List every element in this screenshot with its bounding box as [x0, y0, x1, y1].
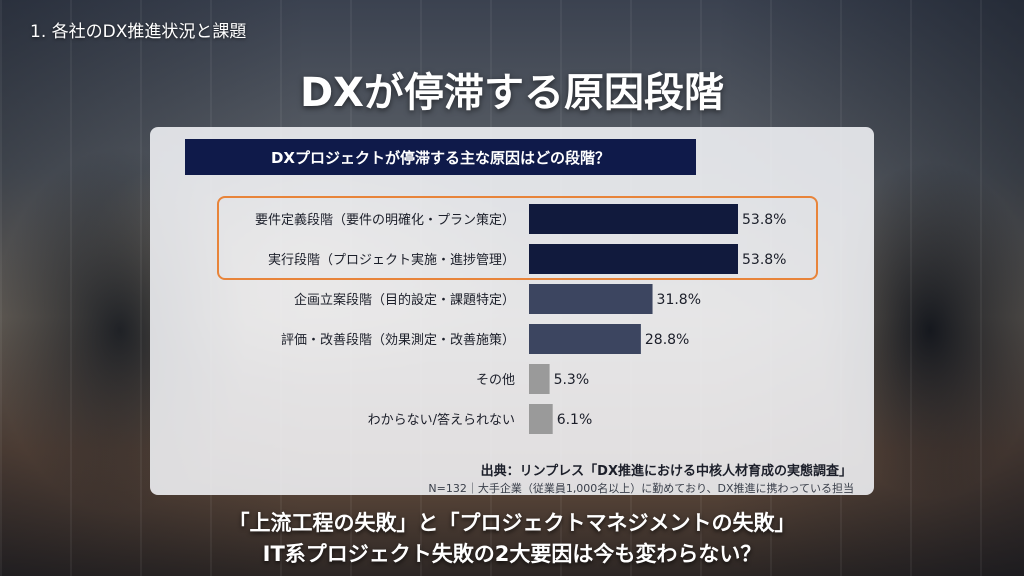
bar	[529, 404, 553, 434]
highlight-box	[217, 196, 818, 280]
chart-panel	[150, 127, 874, 495]
bar	[529, 324, 641, 354]
conclusion-line-1: 「上流工程の失敗」と「プロジェクトマネジメントの失敗」	[228, 511, 796, 535]
category-label: 評価・改善段階（効果測定・改善施策）	[281, 332, 515, 348]
bar	[529, 284, 653, 314]
section-label: 1. 各社のDX推進状況と課題	[30, 22, 247, 42]
conclusion-line-2: IT系プロジェクト失敗の2大要因は今も変わらない？	[262, 542, 762, 566]
category-label: 企画立案段階（目的設定・課題特定）	[294, 292, 515, 308]
category-label: その他	[476, 373, 515, 388]
value-label: 53.8%	[742, 212, 786, 228]
page-title: DXが停滞する原因段階	[299, 70, 725, 116]
bar	[529, 244, 738, 274]
bar	[529, 364, 550, 394]
value-label: 53.8%	[742, 252, 786, 268]
value-label: 6.1%	[557, 412, 593, 428]
category-label: わからない/答えられない	[368, 412, 515, 428]
source-citation: 出典：リンプレス「DX推進における中核人材育成の実態調査」	[480, 464, 852, 479]
category-label: 要件定義段階（要件の明確化・プラン策定）	[255, 212, 515, 228]
category-label: 実行段階（プロジェクト実施・進捗管理）	[268, 252, 515, 268]
value-label: 31.8%	[657, 292, 701, 308]
value-label: 5.3%	[554, 372, 590, 388]
source-note: N=132｜大手企業（従業員1,000名以上）に勤めており、DX推進に携わってい…	[428, 482, 854, 495]
chart-title: DXプロジェクトが停滞する主な原因はどの段階？	[185, 139, 696, 175]
bar	[529, 204, 738, 234]
value-label: 28.8%	[645, 332, 689, 348]
